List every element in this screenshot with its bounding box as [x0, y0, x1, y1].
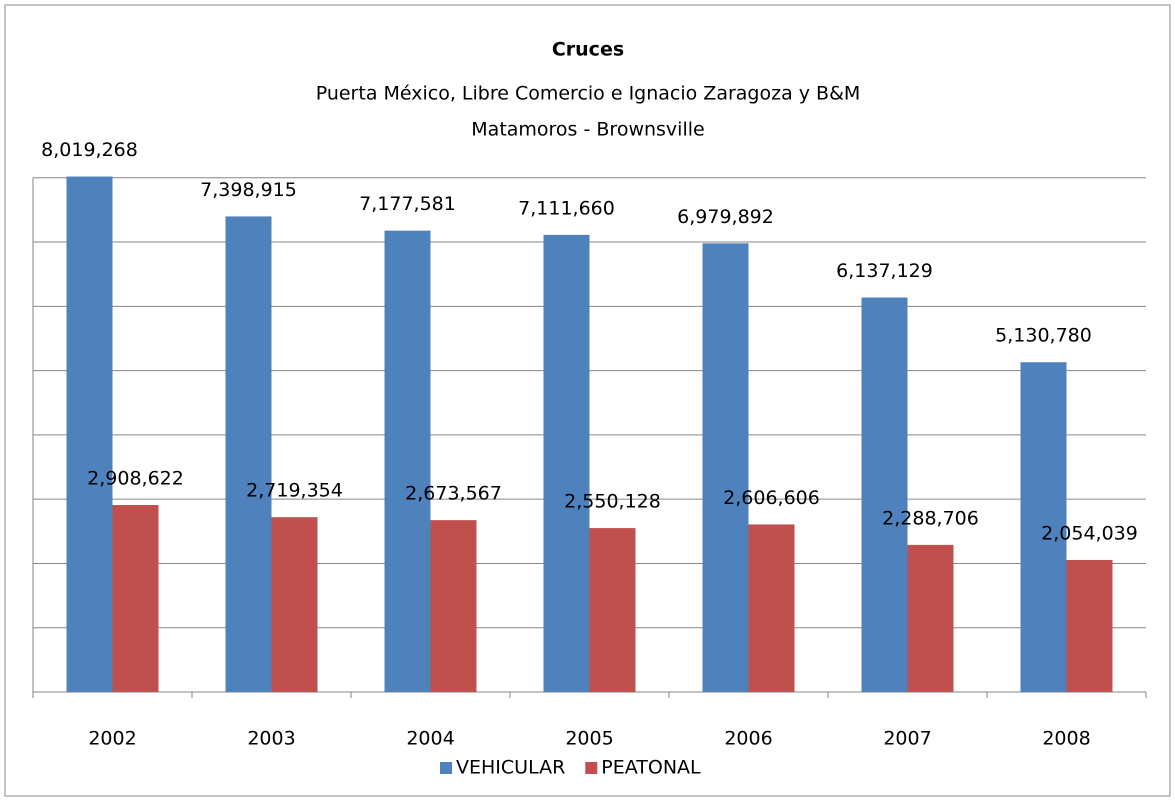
x-tick-label: 2006 — [724, 728, 772, 750]
x-tick-label: 2004 — [406, 728, 454, 750]
bar — [271, 517, 318, 692]
legend-swatch — [585, 762, 598, 774]
data-label: 2,288,706 — [882, 507, 979, 529]
bar — [589, 528, 636, 692]
data-label: 2,606,606 — [723, 487, 820, 509]
data-label: 2,908,622 — [87, 468, 184, 490]
bar — [430, 520, 477, 692]
data-label: 7,398,915 — [200, 179, 297, 201]
bar — [861, 297, 908, 692]
data-label: 6,137,129 — [836, 260, 933, 282]
x-tick-label: 2007 — [883, 728, 931, 750]
bar — [907, 544, 954, 692]
chart-subtitle: Puerta México, Libre Comercio e Ignacio … — [316, 83, 861, 105]
data-label: 8,019,268 — [41, 139, 138, 161]
data-label: 7,177,581 — [359, 193, 456, 215]
bar — [1020, 362, 1067, 692]
data-label: 2,550,128 — [564, 491, 661, 513]
bar — [384, 230, 431, 692]
x-tick-label: 2008 — [1042, 728, 1090, 750]
data-label: 5,130,780 — [995, 325, 1092, 347]
x-tick-label: 2002 — [88, 728, 136, 750]
chart-subtitle: Matamoros - Brownsville — [471, 119, 704, 141]
bar — [112, 505, 159, 692]
chart-title: Cruces — [552, 39, 624, 61]
bar — [66, 176, 113, 692]
legend-label: PEATONAL — [601, 757, 701, 779]
bar — [1066, 559, 1113, 692]
data-label: 6,979,892 — [677, 206, 774, 228]
x-tick-label: 2005 — [565, 728, 613, 750]
legend-swatch — [440, 762, 452, 774]
bar — [748, 524, 795, 692]
data-label: 7,111,660 — [518, 197, 615, 219]
bar — [225, 216, 272, 692]
bar — [702, 243, 749, 692]
data-label: 2,673,567 — [405, 483, 502, 505]
bar — [543, 234, 590, 692]
legend-label: VEHICULAR — [456, 757, 565, 779]
x-tick-label: 2003 — [247, 728, 295, 750]
data-label: 2,719,354 — [246, 480, 343, 502]
data-label: 2,054,039 — [1041, 522, 1138, 544]
